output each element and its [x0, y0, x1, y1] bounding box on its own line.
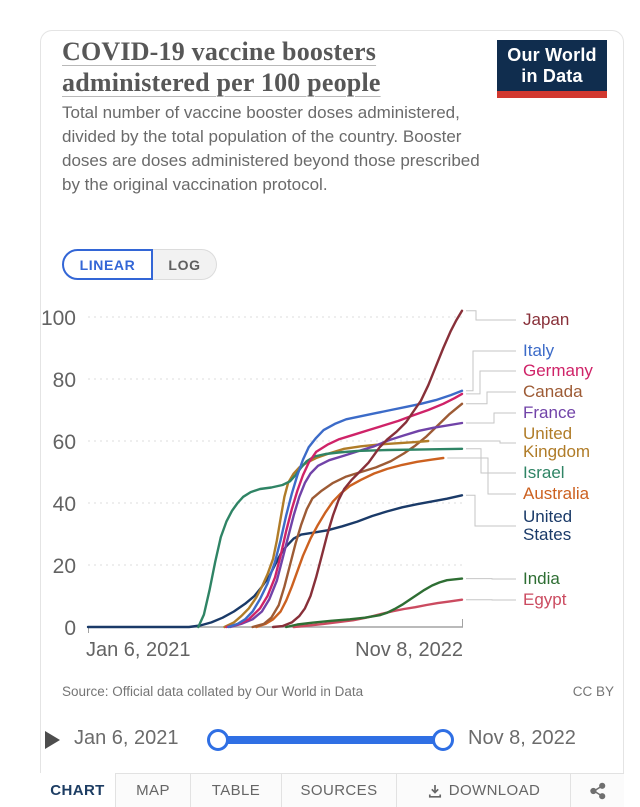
owid-logo-accent-bar	[497, 91, 607, 98]
title-line-1: COVID-19 vaccine boosters	[62, 37, 377, 66]
owid-logo-text: Our World in Data	[497, 40, 607, 91]
tab-map[interactable]: MAP	[115, 773, 190, 807]
license-label[interactable]: CC BY	[572, 684, 614, 699]
share-button[interactable]	[570, 773, 624, 807]
download-icon	[427, 783, 443, 799]
source-row: Source: Official data collated by Our Wo…	[62, 684, 614, 699]
title-line-2: administered per 100 people	[62, 68, 381, 97]
tab-download[interactable]: DOWNLOAD	[396, 773, 570, 807]
timeline-handle-start[interactable]	[207, 729, 229, 751]
tab-chart[interactable]: CHART	[40, 773, 115, 807]
tab-sources[interactable]: SOURCES	[281, 773, 396, 807]
timeline-end-label: Nov 8, 2022	[468, 727, 576, 749]
timeline-handle-end[interactable]	[432, 729, 454, 751]
play-icon[interactable]	[45, 731, 60, 749]
timeline-start-label: Jan 6, 2021	[74, 727, 179, 749]
page-title: COVID-19 vaccine boosters administered p…	[62, 36, 502, 98]
share-icon	[589, 782, 607, 800]
tab-table[interactable]: TABLE	[190, 773, 281, 807]
chart-subtitle: Total number of vaccine booster doses ad…	[62, 103, 480, 194]
source-label: Source: Official data collated by Our Wo…	[62, 684, 364, 699]
scale-toggle: LINEAR LOG	[62, 249, 217, 280]
timeline-slider-track[interactable]	[215, 736, 445, 744]
footer-tabs: CHART MAP TABLE SOURCES DOWNLOAD	[40, 773, 624, 807]
log-scale-button[interactable]: LOG	[153, 249, 217, 280]
linear-scale-button[interactable]: LINEAR	[62, 249, 153, 280]
owid-logo[interactable]: Our World in Data	[497, 40, 607, 98]
